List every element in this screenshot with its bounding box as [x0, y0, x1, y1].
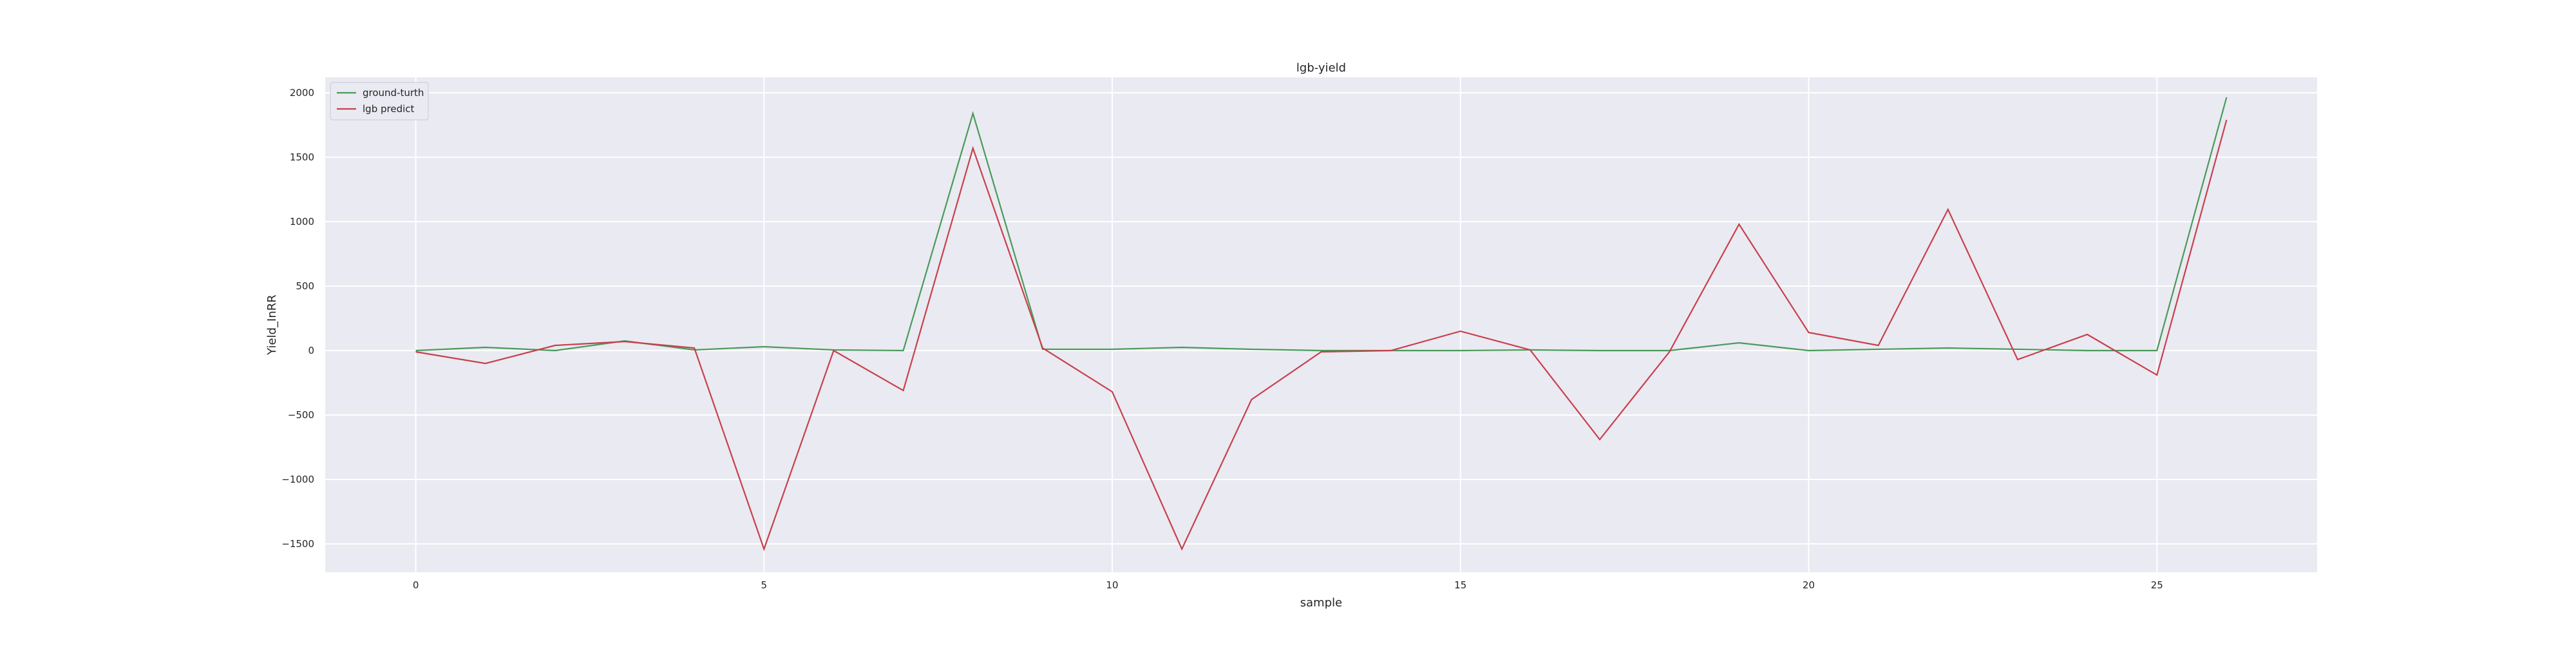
- x-tick-label: 0: [413, 579, 419, 591]
- y-tick-label: −1000: [281, 474, 314, 485]
- y-tick-label: 1500: [290, 151, 314, 163]
- y-tick-label: 500: [296, 280, 314, 292]
- plot-area: [325, 77, 2317, 572]
- chart-title: lgb-yield: [1296, 61, 1346, 75]
- series-line-1: [415, 119, 2228, 552]
- legend: ground-turth lgb predict: [330, 82, 429, 121]
- series-layer: [415, 97, 2228, 552]
- x-axis-label: sample: [1300, 596, 1342, 610]
- y-tick-label: −500: [288, 409, 314, 421]
- grid-layer: [325, 77, 2317, 572]
- y-tick-label: 0: [308, 345, 314, 356]
- x-tick-label: 25: [2151, 579, 2163, 591]
- series-line-0: [415, 97, 2228, 352]
- x-tick-label: 10: [1106, 579, 1119, 591]
- y-tick-label: 1000: [290, 216, 314, 227]
- y-tick-label: 2000: [290, 87, 314, 99]
- y-tick-label: −1500: [281, 538, 314, 550]
- x-tick-label: 20: [1803, 579, 1815, 591]
- x-tick-label: 5: [761, 579, 768, 591]
- legend-label-1: lgb predict: [363, 103, 415, 115]
- tick-layer: 0 5 10 15 20 25 −1500 −1000 −500 0 500 1000 1500 2000: [281, 87, 2163, 591]
- legend-box: [330, 82, 429, 121]
- legend-label-0: ground-turth: [363, 87, 424, 99]
- x-tick-label: 15: [1454, 579, 1466, 591]
- y-axis-label: Yield_InRR: [265, 295, 279, 356]
